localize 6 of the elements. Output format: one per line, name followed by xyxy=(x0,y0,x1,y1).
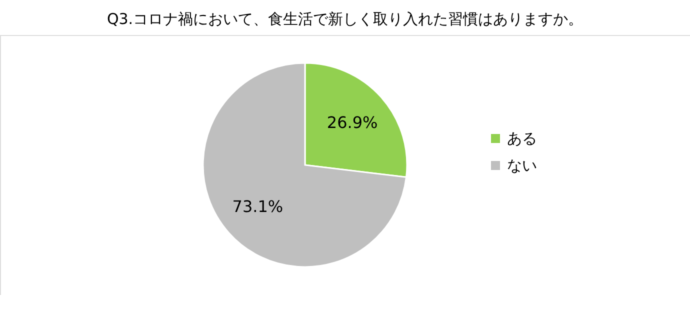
data-label: 26.9% xyxy=(326,113,378,132)
legend-label: ある xyxy=(507,130,537,148)
legend-label: ない xyxy=(507,156,537,174)
chart-title: Q3.コロナ禍において、食生活で新しく取り入れた習慣はありますか。 xyxy=(106,10,584,28)
pie-slice xyxy=(202,62,408,268)
data-label: 73.1% xyxy=(232,196,284,216)
